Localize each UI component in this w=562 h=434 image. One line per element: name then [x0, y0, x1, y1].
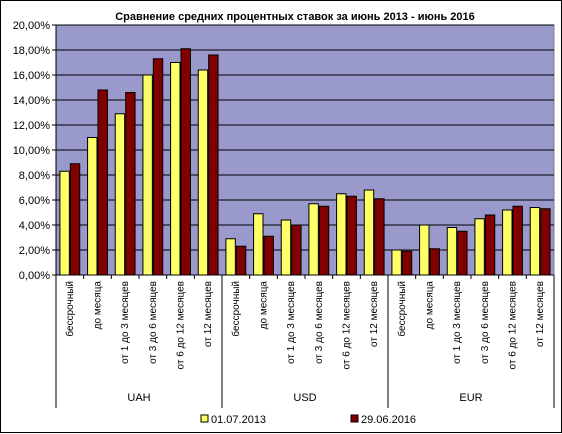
y-tick-label: 14,00% — [13, 95, 51, 107]
group-label: EUR — [459, 392, 482, 404]
x-category-label: от 3 до 6 месяцев — [480, 281, 491, 364]
bar-series2 — [69, 163, 81, 276]
x-category-label: бессрочный — [230, 281, 242, 337]
y-tick-label: 6,00% — [19, 195, 50, 207]
x-category-label: от 1 до 3 месяцев — [120, 281, 131, 364]
bar-series2 — [152, 58, 164, 276]
legend-swatch — [350, 414, 359, 423]
bar-series2 — [180, 48, 191, 276]
bar-series1 — [363, 189, 375, 276]
bar-series1 — [502, 209, 513, 276]
y-tick-label: 18,00% — [13, 45, 51, 57]
x-category-label: от 1 до 3 месяцев — [286, 281, 297, 364]
bar-series2 — [263, 235, 274, 276]
bar-series2 — [318, 205, 330, 276]
x-category-label: от 12 месяцев — [369, 281, 380, 347]
bar-series1 — [419, 224, 430, 276]
legend-label: 01.07.2013 — [211, 414, 266, 426]
bar-series2 — [540, 208, 551, 276]
bar-series1 — [142, 74, 153, 276]
x-category-label: бессрочный — [64, 281, 76, 337]
group-label: USD — [293, 392, 316, 404]
group-label: UAH — [127, 392, 150, 404]
x-category-label: от 12 месяцев — [203, 281, 214, 347]
bar-series1 — [253, 213, 264, 276]
x-category-label: от 6 до 12 месяцев — [342, 281, 353, 369]
bar-series2 — [208, 54, 219, 276]
bar-series1 — [529, 207, 541, 276]
x-category-label: от 6 до 12 месяцев — [508, 281, 519, 369]
x-category-label: от 3 до 6 месяцев — [148, 281, 159, 364]
bar-series1 — [87, 137, 98, 276]
x-category-label: до месяца — [93, 281, 104, 330]
y-tick-label: 10,00% — [13, 145, 51, 157]
bar-series1 — [391, 249, 402, 276]
y-tick-label: 4,00% — [19, 220, 50, 232]
y-tick-label: 16,00% — [13, 70, 51, 82]
bar-series1 — [225, 238, 236, 276]
bar-series2 — [429, 248, 440, 276]
y-tick-label: 8,00% — [19, 170, 50, 182]
x-category-label: от 3 до 6 месяцев — [314, 281, 325, 364]
bar-series2 — [291, 224, 302, 276]
bar-series1 — [446, 227, 458, 276]
bar-series2 — [457, 230, 468, 276]
bar-series1 — [197, 69, 209, 276]
bar-series2 — [374, 198, 385, 276]
legend: 01.07.2013 29.06.2016 — [200, 414, 416, 426]
bar-series2 — [235, 245, 247, 276]
x-category-label: от 12 месяцев — [535, 281, 546, 347]
y-tick-label: 20,00% — [13, 20, 51, 32]
x-category-label: от 6 до 12 месяцев — [176, 281, 187, 369]
y-tick-label: 12,00% — [13, 120, 51, 132]
x-category-label: до месяца — [425, 281, 436, 330]
bar-series1 — [280, 219, 292, 276]
bar-series1 — [170, 62, 181, 276]
bar-series2 — [401, 250, 413, 276]
x-category-label: от 1 до 3 месяцев — [452, 281, 463, 364]
bar-series1 — [308, 203, 319, 276]
bar-series2 — [512, 205, 523, 276]
bar-series1 — [474, 218, 485, 276]
x-category-label: до месяца — [259, 281, 270, 330]
y-tick-label: 2,00% — [19, 245, 50, 257]
bar-series2 — [346, 195, 357, 276]
legend-swatch — [200, 414, 209, 423]
bar-series1 — [114, 113, 126, 276]
bar-series2 — [484, 214, 496, 276]
plot-area: 0,00% 2,00% 4,00% 6,00% 8,00% 10,00% 12,00% 14,… — [13, 20, 555, 408]
bar-series2 — [125, 92, 136, 276]
bar-series1 — [59, 170, 70, 276]
legend-label: 29.06.2016 — [361, 414, 416, 426]
bar-series2 — [97, 89, 108, 276]
x-category-label: бессрочный — [396, 281, 408, 337]
chart-title: Сравнение средних процентных ставок за и… — [115, 11, 475, 23]
bar-series1 — [336, 193, 347, 276]
y-tick-label: 0,00% — [19, 270, 50, 282]
